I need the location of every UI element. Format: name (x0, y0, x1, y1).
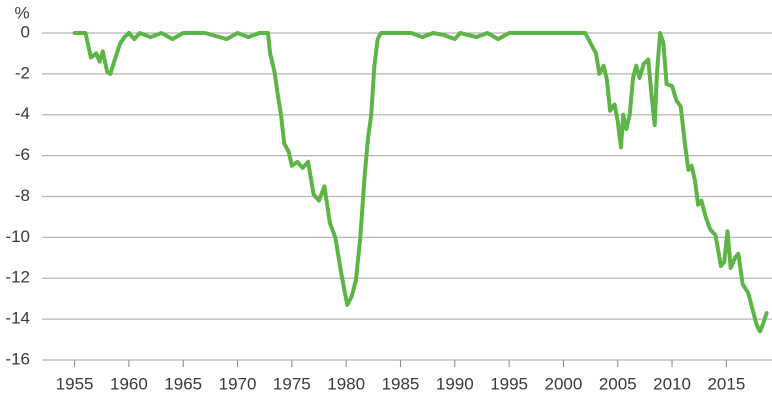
x-tick-label: 2000 (545, 374, 583, 393)
y-axis-label: % (14, 3, 29, 22)
x-tick-label: 1980 (327, 374, 365, 393)
x-tick-label: 2010 (653, 374, 691, 393)
x-tick-label: 1960 (110, 374, 148, 393)
x-tick-label: 2015 (707, 374, 745, 393)
y-tick-label: -12 (5, 268, 30, 287)
y-tick-label: -10 (5, 227, 30, 246)
y-tick-label: -14 (5, 309, 30, 328)
y-tick-label: -16 (5, 349, 30, 368)
x-tick-label: 1955 (56, 374, 94, 393)
data-line (72, 31, 769, 334)
x-tick-label: 2005 (599, 374, 637, 393)
x-tick-label: 1965 (164, 374, 202, 393)
y-tick-label: -2 (15, 63, 30, 82)
x-tick-label: 1985 (382, 374, 420, 393)
x-tick-label: 1995 (490, 374, 528, 393)
x-tick-label: 1990 (436, 374, 474, 393)
y-tick-label: -8 (15, 186, 30, 205)
y-tick-label: -6 (15, 145, 30, 164)
x-tick-label: 1975 (273, 374, 311, 393)
y-tick-label: 0 (21, 22, 30, 41)
y-tick-label: -4 (15, 104, 30, 123)
x-tick-label: 1970 (219, 374, 257, 393)
